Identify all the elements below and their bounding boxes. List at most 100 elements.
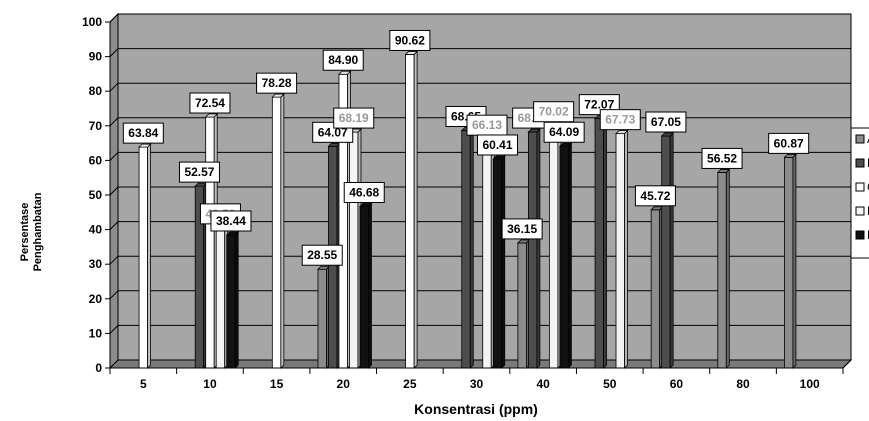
svg-text:67.05: 67.05	[651, 115, 681, 129]
data-label: 56.52	[701, 147, 743, 169]
y-tick-label: 30	[89, 257, 103, 271]
data-label: 66.13	[466, 114, 508, 136]
data-label: 45.72	[634, 185, 676, 207]
legend-item-B: B	[855, 156, 869, 170]
x-tick-label: 80	[736, 377, 750, 391]
bar-B-50	[594, 114, 608, 369]
bar-D-20	[348, 128, 362, 369]
svg-text:45.72: 45.72	[640, 189, 670, 203]
y-tick-label: 50	[89, 188, 103, 202]
x-tick-label: 5	[140, 377, 147, 391]
y-tick-label: 60	[89, 153, 103, 167]
svg-text:66.13: 66.13	[472, 118, 502, 132]
y-tick-label: 80	[89, 84, 103, 98]
bar-A-100	[783, 153, 797, 369]
svg-text:72.54: 72.54	[195, 96, 225, 110]
y-axis-title-line2: Penghambatan	[32, 192, 44, 271]
x-tick-label: 30	[470, 377, 484, 391]
bar-E-20	[359, 202, 373, 369]
axes: 0 10 20 30 40 50 60 70 80 90 100 5 10 15 20 25 30 40 50 60 8…	[82, 15, 852, 391]
data-label: 70.02	[533, 101, 575, 123]
svg-text:36.15: 36.15	[507, 222, 537, 236]
bar-B-40	[527, 128, 541, 369]
data-labels: 63.8452.5772.5440.5038.4478.2828.5564.07…	[122, 29, 810, 266]
y-tick-label: 40	[89, 223, 103, 237]
bar-C-10	[204, 113, 219, 369]
y-tick-label: 90	[89, 50, 103, 64]
x-tick-label: 10	[203, 377, 217, 391]
legend-item-C: C	[855, 180, 869, 194]
bar-C-25	[404, 50, 419, 369]
svg-text:64.07: 64.07	[318, 125, 348, 139]
svg-text:60.41: 60.41	[482, 138, 512, 152]
svg-text:C: C	[867, 180, 869, 194]
legend: ABCDE	[850, 127, 869, 259]
svg-text:28.55: 28.55	[307, 248, 337, 262]
bar-D-30	[481, 135, 496, 369]
gridline	[109, 82, 851, 92]
bar-A-80	[716, 168, 731, 369]
svg-text:A: A	[867, 132, 869, 146]
svg-text:52.57: 52.57	[184, 165, 214, 179]
bar-A-60	[650, 205, 664, 369]
data-label: 72.54	[189, 92, 231, 114]
bar-E-30	[492, 155, 506, 369]
svg-text:63.84: 63.84	[128, 126, 158, 140]
bar-D-40	[548, 121, 562, 369]
data-label: 28.55	[301, 244, 343, 266]
x-tick-label: 25	[403, 377, 417, 391]
data-label: 60.41	[477, 134, 518, 156]
floor-edge	[842, 359, 852, 369]
data-label: 64.09	[543, 121, 585, 143]
svg-text:78.28: 78.28	[262, 76, 292, 90]
bar-D-10	[215, 223, 229, 369]
data-label: 68.19	[333, 107, 375, 129]
svg-text:56.52: 56.52	[707, 151, 737, 165]
data-label: 63.84	[122, 122, 164, 144]
x-tick-label: 100	[800, 377, 820, 391]
x-tick-label: 50	[603, 377, 617, 391]
y-axis-title-line1: Persentase	[19, 203, 31, 262]
legend-item-A: A	[855, 132, 869, 146]
svg-text:84.90: 84.90	[328, 53, 358, 67]
svg-text:72.07: 72.07	[584, 98, 614, 112]
data-label: 67.05	[645, 111, 687, 133]
svg-text:E: E	[867, 228, 869, 242]
bar-B-30	[460, 126, 475, 369]
svg-text:70.02: 70.02	[539, 105, 569, 119]
svg-text:46.68: 46.68	[349, 185, 379, 199]
legend-item-D: D	[855, 204, 869, 218]
data-label: 78.28	[256, 72, 298, 94]
svg-text:90.62: 90.62	[395, 33, 425, 47]
data-label: 38.44	[210, 210, 252, 232]
data-label: 60.87	[768, 132, 810, 154]
svg-text:68.19: 68.19	[339, 111, 369, 125]
gridline	[109, 48, 851, 57]
svg-text:64.09: 64.09	[549, 125, 579, 139]
bar-A-40	[516, 238, 531, 369]
bar-E-10	[225, 231, 240, 369]
svg-text:D: D	[867, 204, 869, 218]
data-label: 84.90	[322, 49, 364, 71]
data-label: 52.57	[178, 161, 220, 183]
data-label: 46.68	[343, 181, 385, 203]
svg-text:60.87: 60.87	[774, 136, 804, 150]
svg-text:B: B	[867, 156, 869, 170]
bar-A-20	[317, 265, 331, 369]
bar-C-5	[138, 143, 152, 369]
x-axis-title: Konsentrasi (ppm)	[414, 401, 538, 417]
y-tick-label: 0	[95, 361, 102, 375]
y-tick-label: 100	[82, 15, 102, 29]
bar-D-50	[615, 129, 629, 369]
bar-C-15	[271, 93, 285, 369]
gridline	[109, 13, 851, 23]
data-label: 36.15	[501, 218, 543, 240]
svg-text:38.44: 38.44	[216, 214, 246, 228]
x-tick-label: 20	[337, 377, 351, 391]
data-label: 67.73	[599, 109, 641, 131]
bar-E-40	[558, 142, 573, 369]
x-tick-label: 15	[270, 377, 284, 391]
x-tick-label: 40	[536, 377, 550, 391]
data-label: 90.62	[389, 29, 431, 51]
svg-text:67.73: 67.73	[605, 113, 635, 127]
